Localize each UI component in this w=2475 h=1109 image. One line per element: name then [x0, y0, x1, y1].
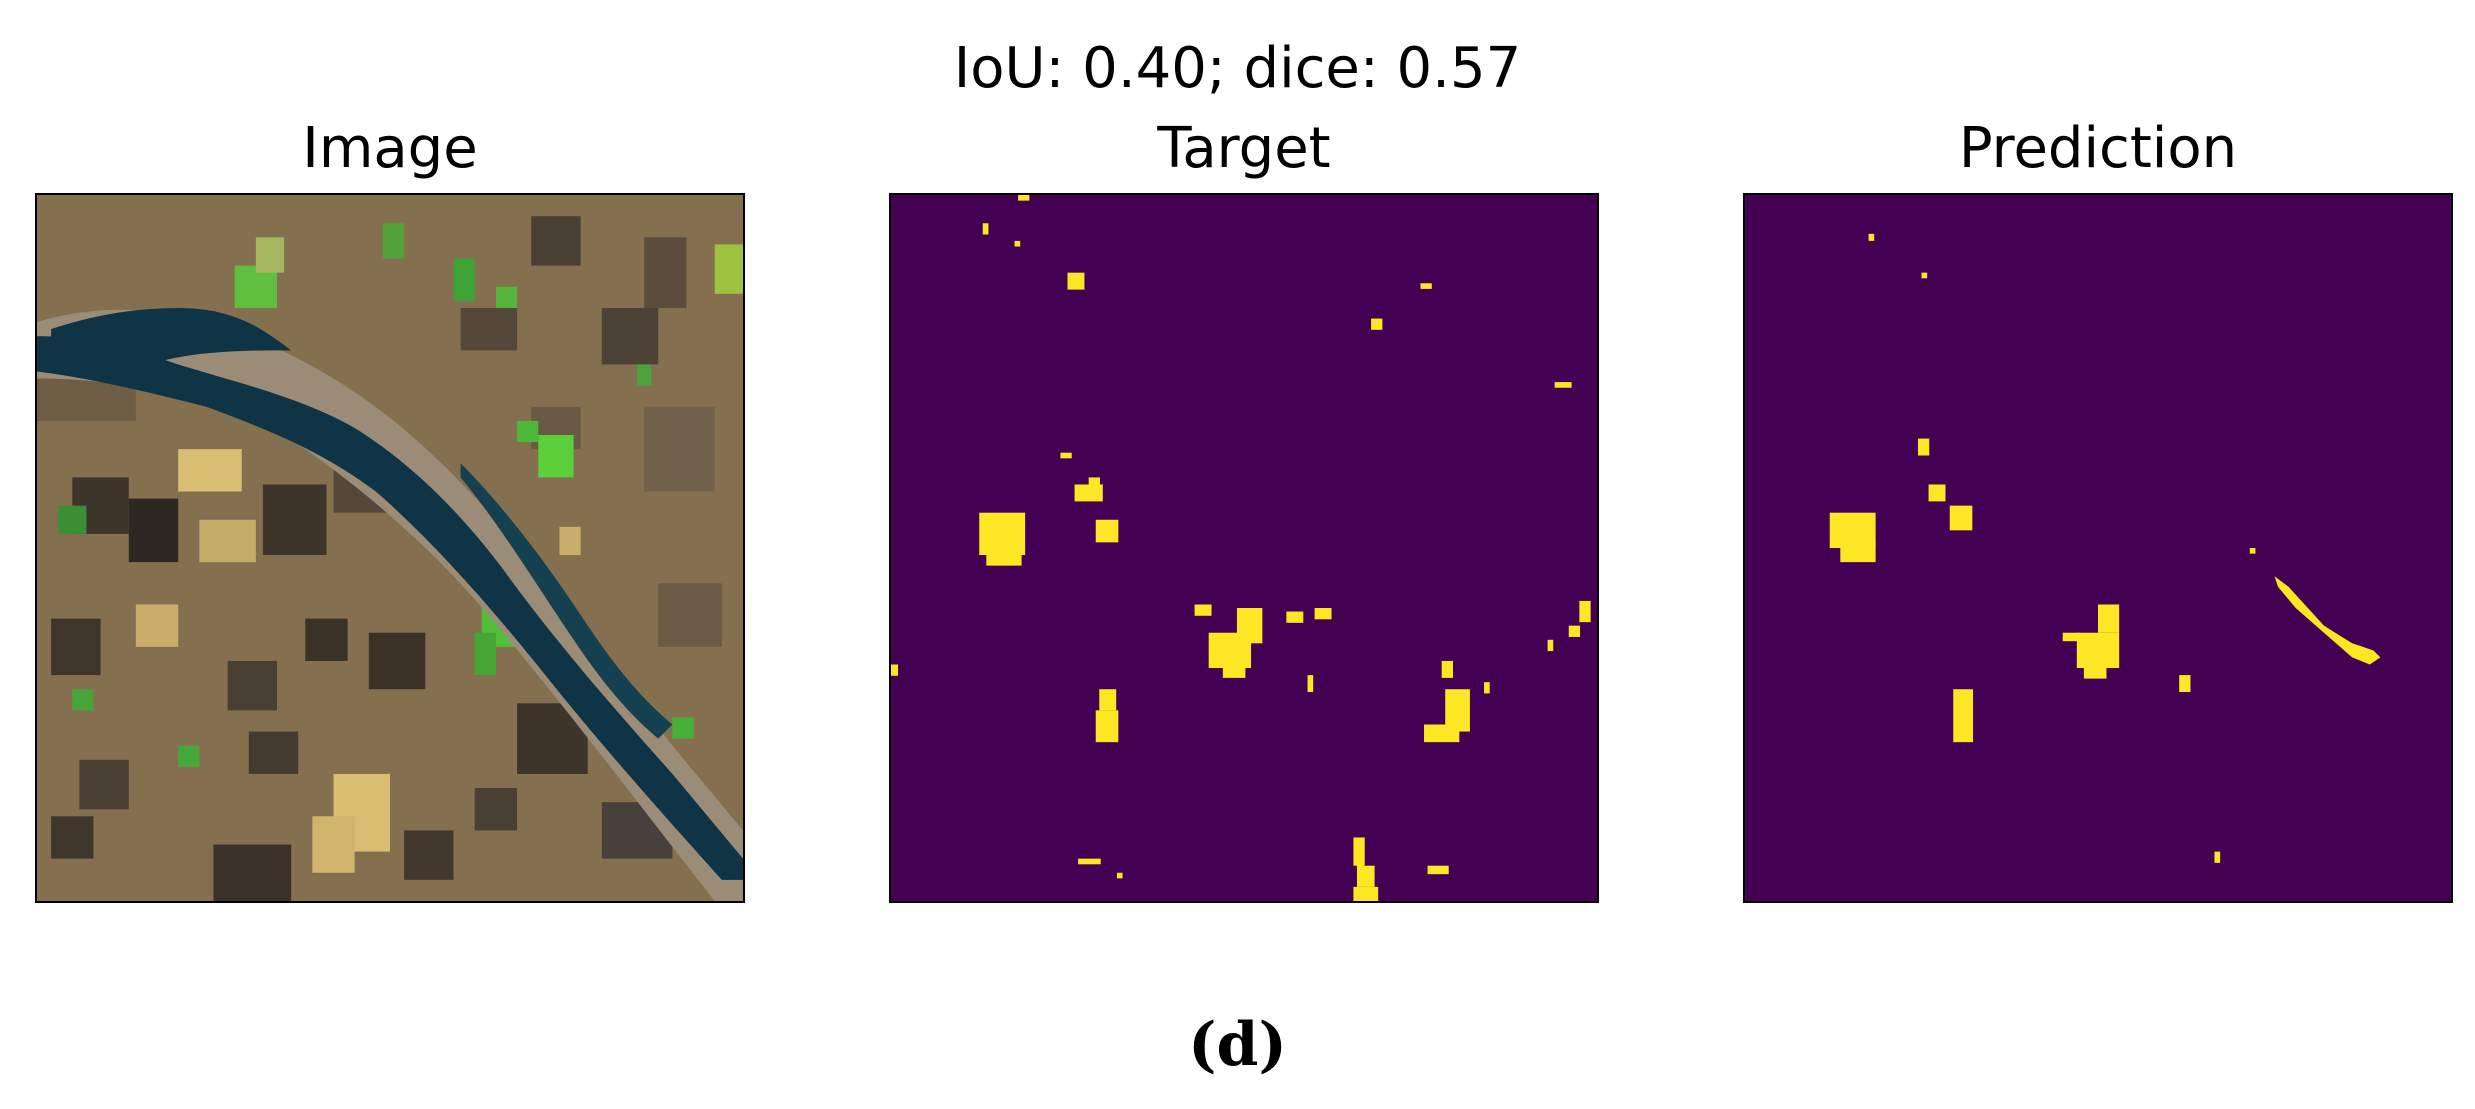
target-mask-regions	[891, 195, 1591, 901]
prediction-panel-title: Prediction	[1958, 116, 2238, 181]
figure-caption: (d)	[1188, 1010, 1287, 1080]
target-mask	[891, 195, 1597, 901]
satellite-image	[37, 195, 743, 901]
prediction-mask	[1745, 195, 2451, 901]
prediction-mask-regions	[1829, 233, 2381, 863]
image-panel-title: Image	[302, 116, 478, 181]
target-mask-panel	[889, 193, 1599, 903]
figure-title: IoU: 0.40; dice: 0.57	[953, 36, 1522, 101]
satellite-image-panel	[35, 193, 745, 903]
prediction-mask-panel	[1743, 193, 2453, 903]
target-panel-title: Target	[1157, 116, 1331, 181]
